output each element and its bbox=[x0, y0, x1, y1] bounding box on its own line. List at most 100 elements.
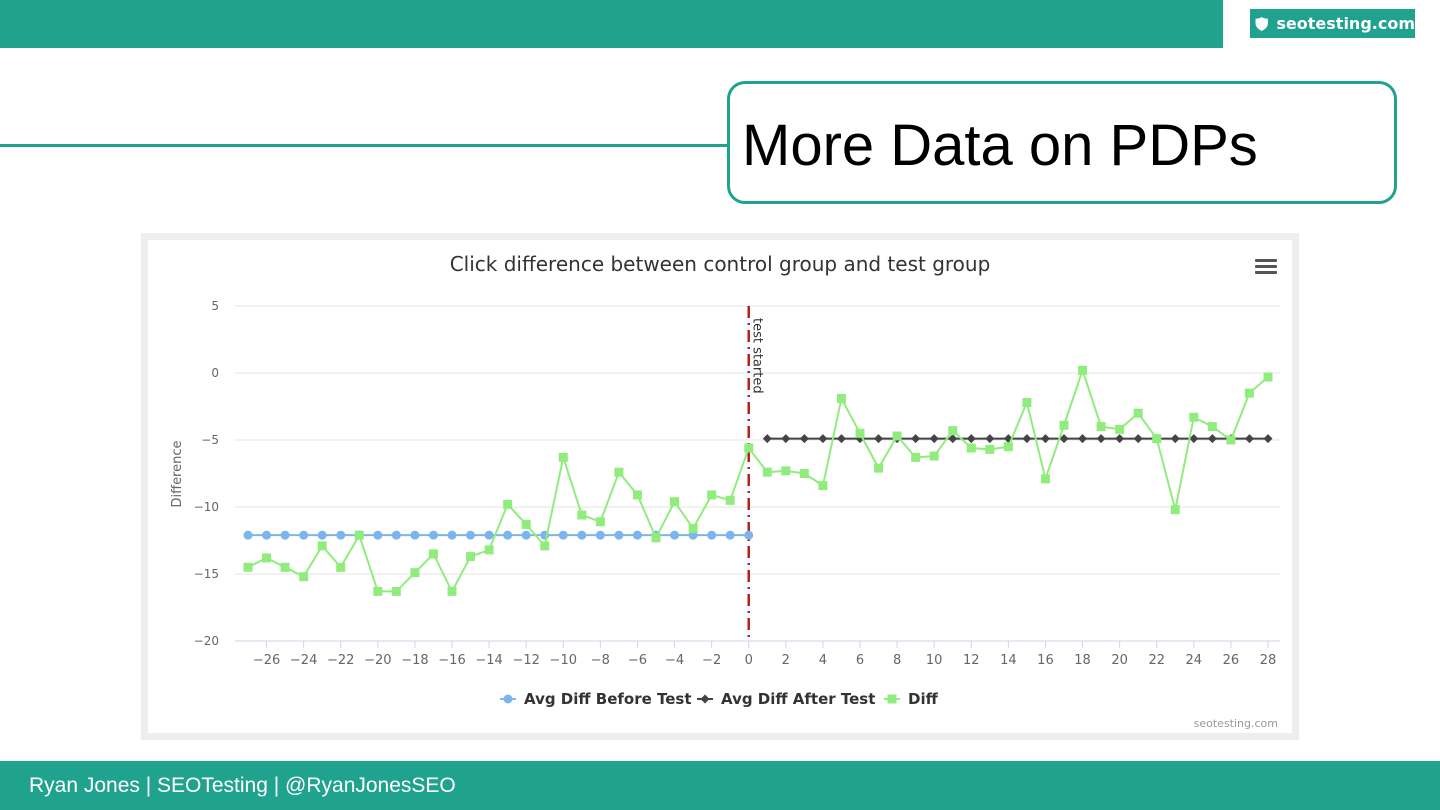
data-point bbox=[1096, 422, 1106, 432]
x-tick-label: 24 bbox=[1186, 653, 1203, 668]
data-point bbox=[243, 530, 253, 540]
data-point bbox=[614, 467, 624, 477]
data-point bbox=[651, 533, 661, 543]
data-point bbox=[762, 434, 772, 444]
data-point bbox=[466, 530, 476, 540]
data-point bbox=[707, 490, 717, 500]
data-point bbox=[725, 530, 735, 540]
data-point bbox=[1244, 388, 1254, 398]
footer-text: Ryan Jones | SEOTesting | @RyanJonesSEO bbox=[29, 774, 456, 797]
data-point bbox=[1040, 434, 1050, 444]
title-rule bbox=[0, 144, 730, 147]
x-tick-label: −12 bbox=[512, 653, 539, 668]
data-point bbox=[280, 530, 290, 540]
data-point bbox=[1078, 365, 1088, 375]
x-tick-label: −8 bbox=[591, 653, 610, 668]
data-point bbox=[577, 530, 587, 540]
data-point bbox=[521, 519, 531, 529]
legend-label: Avg Diff After Test bbox=[721, 690, 875, 708]
data-point bbox=[317, 541, 327, 551]
y-tick-label: −10 bbox=[194, 500, 219, 514]
x-tick-label: 4 bbox=[819, 653, 827, 668]
data-point bbox=[1022, 397, 1032, 407]
data-point bbox=[484, 545, 494, 555]
x-tick-label: −22 bbox=[327, 653, 354, 668]
x-tick-label: 22 bbox=[1148, 653, 1165, 668]
data-point bbox=[466, 552, 476, 562]
y-tick-label: −5 bbox=[201, 433, 219, 447]
data-point bbox=[929, 434, 939, 444]
data-point bbox=[799, 469, 809, 478]
x-tick-label: 8 bbox=[893, 653, 901, 668]
data-point bbox=[948, 434, 958, 444]
data-point bbox=[354, 530, 364, 540]
data-point bbox=[410, 530, 420, 540]
data-point bbox=[262, 530, 272, 540]
title-box: More Data on PDPs bbox=[727, 81, 1397, 204]
x-tick-label: 2 bbox=[782, 653, 790, 668]
data-point bbox=[670, 497, 680, 507]
data-point bbox=[373, 586, 383, 596]
x-tick-label: 6 bbox=[856, 653, 864, 668]
data-point bbox=[818, 434, 828, 444]
data-point bbox=[558, 452, 568, 462]
x-tick-label: −16 bbox=[438, 653, 465, 668]
data-point bbox=[262, 553, 272, 563]
data-point bbox=[966, 434, 976, 444]
data-point bbox=[985, 434, 995, 444]
data-point bbox=[503, 530, 513, 540]
data-point bbox=[744, 530, 754, 540]
data-point bbox=[1263, 372, 1273, 382]
y-tick-label: −15 bbox=[194, 567, 219, 581]
data-point bbox=[1022, 434, 1032, 444]
data-point bbox=[317, 530, 327, 540]
data-point bbox=[373, 530, 383, 540]
data-point bbox=[799, 434, 809, 444]
legend-marker bbox=[503, 694, 513, 704]
x-tick-label: 26 bbox=[1223, 653, 1240, 668]
data-point bbox=[836, 434, 846, 444]
data-point bbox=[836, 393, 846, 403]
x-tick-label: −6 bbox=[628, 653, 647, 668]
brand-logo[interactable]: seotesting.com bbox=[1250, 9, 1415, 38]
top-bar bbox=[0, 0, 1223, 48]
x-tick-label: −26 bbox=[253, 653, 280, 668]
data-point bbox=[1170, 505, 1180, 515]
x-tick-label: 14 bbox=[1000, 653, 1017, 668]
data-point bbox=[948, 426, 958, 436]
data-point bbox=[1115, 424, 1125, 434]
data-point bbox=[632, 530, 642, 540]
data-point bbox=[299, 572, 309, 582]
data-point bbox=[1133, 434, 1143, 444]
data-point bbox=[1059, 420, 1069, 430]
data-point bbox=[428, 530, 438, 540]
data-point bbox=[1152, 434, 1162, 444]
data-point bbox=[391, 530, 401, 540]
data-point bbox=[558, 530, 568, 540]
data-point bbox=[595, 530, 605, 540]
legend-label: Diff bbox=[908, 690, 939, 708]
data-point bbox=[966, 443, 976, 453]
x-tick-label: 18 bbox=[1074, 653, 1091, 668]
data-point bbox=[428, 549, 438, 559]
data-point bbox=[632, 490, 642, 500]
x-tick-label: 20 bbox=[1111, 653, 1128, 668]
x-tick-label: 12 bbox=[963, 653, 980, 668]
data-point bbox=[484, 530, 494, 540]
x-tick-label: −20 bbox=[364, 653, 391, 668]
x-tick-label: 28 bbox=[1260, 653, 1277, 668]
data-point bbox=[874, 463, 884, 473]
data-point bbox=[1133, 408, 1143, 418]
y-tick-label: 0 bbox=[211, 366, 219, 380]
data-point bbox=[725, 495, 735, 505]
data-point bbox=[911, 452, 921, 462]
data-point bbox=[280, 562, 290, 572]
x-tick-label: 10 bbox=[926, 653, 943, 668]
menu-icon[interactable] bbox=[1255, 259, 1277, 277]
footer-bar: Ryan Jones | SEOTesting | @RyanJonesSEO bbox=[0, 761, 1440, 810]
data-point bbox=[1189, 412, 1199, 422]
legend-marker bbox=[887, 694, 897, 704]
x-tick-label: −10 bbox=[550, 653, 577, 668]
data-point bbox=[781, 434, 791, 444]
